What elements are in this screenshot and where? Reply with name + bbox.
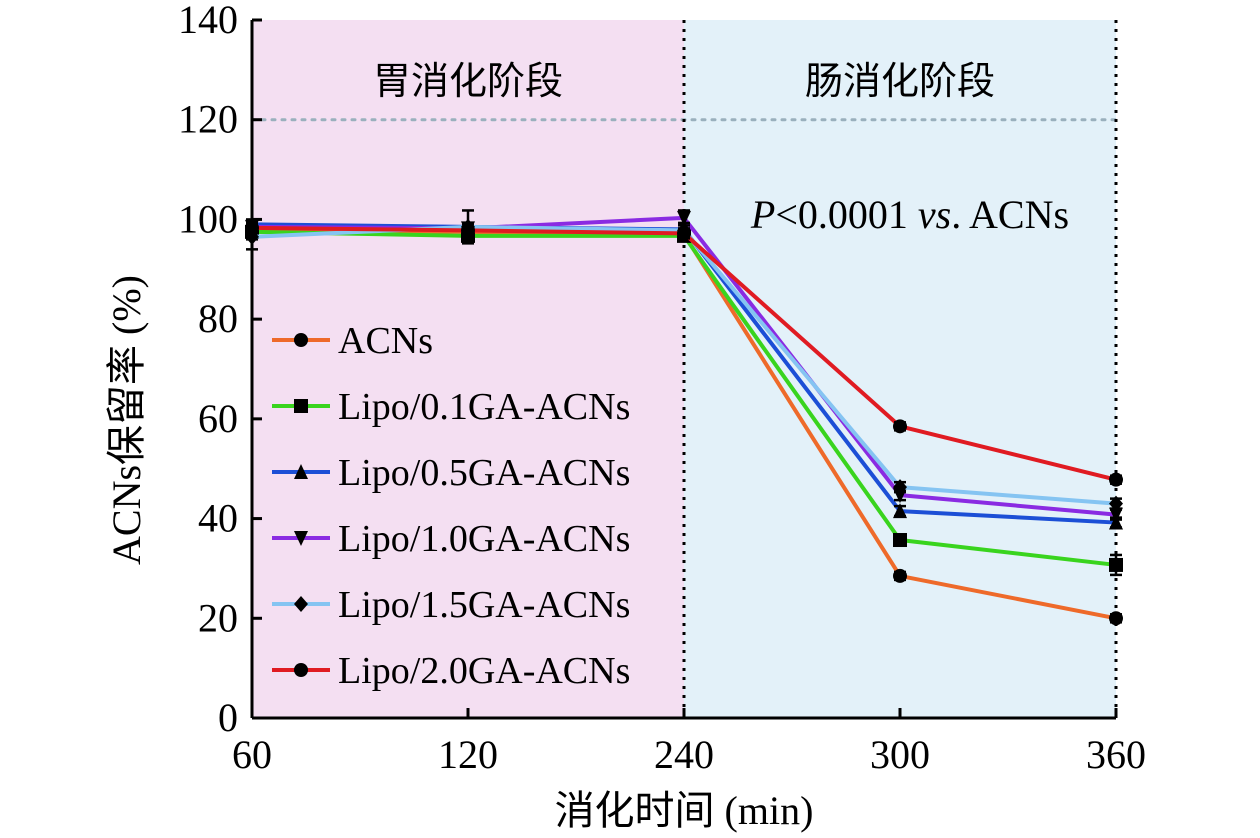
annotation-rest1: <0.0001: [775, 192, 918, 237]
legend-label-1: Lipo/0.1GA-ACNs: [338, 386, 630, 428]
legend-label-5: Lipo/2.0GA-ACNs: [338, 650, 630, 692]
data-point-5-1: [461, 223, 475, 238]
legend-item-5: Lipo/2.0GA-ACNs: [272, 650, 630, 692]
data-point-5-4: [1109, 472, 1123, 487]
x-tick-label-360: 360: [1086, 732, 1146, 777]
annotation-rest2: . ACNs: [951, 192, 1069, 237]
data-point-0-4: [1109, 611, 1123, 626]
phase-region-0: [252, 20, 684, 718]
legend-item-3: Lipo/1.0GA-ACNs: [272, 518, 630, 560]
data-point-1-3: [893, 533, 907, 548]
legend-marker-2: [294, 464, 308, 479]
axes: 0 20 40 60 80 100 120 140 60 120 240 300 360: [178, 0, 1146, 777]
legend-item-0: ACNs: [272, 320, 433, 362]
phase-region-1: [684, 20, 1116, 718]
data-point-3-2: [677, 210, 691, 226]
legend-label-3: Lipo/1.0GA-ACNs: [338, 518, 630, 560]
legend-label-2: Lipo/0.5GA-ACNs: [338, 452, 630, 494]
x-tick-label-120: 120: [438, 732, 498, 777]
legend-item-2: Lipo/0.5GA-ACNs: [272, 452, 630, 494]
data-point-5-3: [893, 419, 907, 434]
legend-marker-1: [294, 399, 308, 413]
y-tick-label-0: 0: [218, 695, 238, 740]
y-axis-title: ACNs保留率 (%): [104, 275, 149, 565]
x-axis-title: 消化时间 (min): [555, 788, 814, 833]
significance-annotation: P<0.0001 vs. ACNs: [750, 192, 1069, 237]
y-tick-label-60: 60: [198, 396, 238, 441]
series-layer: [245, 209, 1123, 626]
data-point-4-4: [1109, 495, 1123, 512]
region-label-gastric: 胃消化阶段: [373, 59, 563, 103]
phase-regions: [252, 20, 1116, 718]
legend: ACNs Lipo/0.1GA-ACNs Lipo/0.5GA-ACNs Lipo/1…: [272, 320, 630, 692]
legend-marker-3: [294, 531, 308, 546]
legend-item-1: Lipo/0.1GA-ACNs: [272, 386, 630, 428]
y-tick-label-140: 140: [178, 0, 238, 42]
y-tick-label-120: 120: [178, 97, 238, 142]
legend-label-0: ACNs: [338, 320, 433, 362]
y-tick-label-100: 100: [178, 196, 238, 241]
annotation-p: P: [750, 192, 775, 237]
data-point-1-4: [1109, 557, 1123, 572]
annotation-vs: vs: [918, 192, 951, 237]
legend-marker-4: [294, 596, 308, 612]
x-tick-label-300: 300: [870, 732, 930, 777]
y-tick-label-20: 20: [198, 595, 238, 640]
data-point-4-3: [893, 479, 907, 496]
x-tick-label-240: 240: [654, 732, 714, 777]
legend-item-4: Lipo/1.5GA-ACNs: [272, 584, 630, 626]
legend-marker-0: [294, 333, 308, 347]
data-point-0-3: [893, 568, 907, 583]
legend-marker-5: [294, 663, 308, 677]
y-tick-label-80: 80: [198, 296, 238, 341]
data-point-5-2: [677, 226, 691, 241]
y-tick-label-40: 40: [198, 496, 238, 541]
x-tick-label-60: 60: [232, 732, 272, 777]
region-label-intestinal: 肠消化阶段: [805, 59, 995, 103]
data-point-2-3: [893, 503, 907, 519]
legend-label-4: Lipo/1.5GA-ACNs: [338, 584, 630, 626]
data-point-3-4: [1109, 507, 1123, 523]
